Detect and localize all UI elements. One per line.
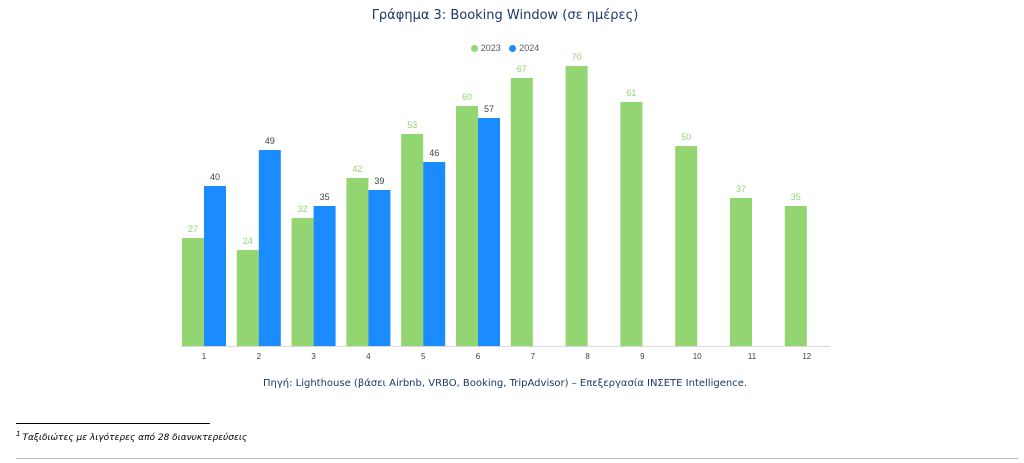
bar-2023-4 [346,178,369,346]
bar-2023-12 [784,206,807,346]
bar-2023-11 [730,198,752,346]
data-label-2023-12: 35 [791,192,801,202]
bar-2023-2 [236,250,259,346]
data-label-2023-3: 32 [298,204,308,214]
x-tick-label-12: 12 [802,352,811,361]
data-label-2024-2: 49 [265,136,275,146]
data-label-2023-6: 60 [462,92,472,102]
data-label-2023-7: 67 [517,64,527,74]
bar-2024-5 [423,162,446,346]
footnote-divider [16,423,210,424]
bar-2024-4 [368,190,391,346]
x-tick-label-7: 7 [531,352,536,361]
legend-label-2023: 2023 [480,43,501,53]
chart-legend: 2023 2024 [0,43,1010,53]
bar-2023-1 [182,238,204,346]
x-tick-label-1: 1 [202,352,207,361]
bar-2024-6 [478,118,500,346]
bar-2024-1 [204,186,226,346]
x-tick-label-3: 3 [311,352,316,361]
data-label-2023-8: 70 [572,52,582,62]
data-label-2023-5: 53 [407,120,417,130]
bar-2023-5 [401,134,424,346]
data-label-2023-2: 24 [243,236,253,246]
data-label-2024-6: 57 [484,104,494,114]
bar-2023-9 [620,102,643,346]
footnote-text: Ταξιδιώτες με λιγότερες από 28 διανυκτερ… [22,433,248,443]
legend-swatch-2023 [470,45,478,52]
x-tick-label-2: 2 [257,352,262,361]
x-tick-label-9: 9 [640,352,645,361]
footnote: 1 Ταξιδιώτες με λιγότερες από 28 διανυκτε… [16,430,247,443]
data-label-2023-4: 42 [352,164,362,174]
bar-2024-2 [258,150,281,346]
legend-swatch-2024 [509,45,517,52]
bar-2023-7 [510,78,533,346]
data-label-2023-1: 27 [188,224,198,234]
page-bottom-divider [16,458,1018,459]
data-label-2023-9: 61 [626,88,636,98]
bar-2024-3 [313,206,336,346]
bar-chart: 27 40 1 24 49 2 32 35 3 42 39 4 53 46 5 60 57 6 67 7 70 8 61 9 5… [180,52,831,361]
x-tick-label-4: 4 [366,352,371,361]
chart-title: Γράφημα 3: Booking Window (σε ημέρες) [371,8,639,23]
footnote-marker: 1 [16,430,21,438]
source-note: Πηγή: Lighthouse (βάσει Airbnb, VRBO, Bo… [262,378,748,389]
data-label-2024-5: 46 [429,148,439,158]
bar-2023-6 [456,106,478,346]
x-tick-label-10: 10 [693,352,702,361]
data-label-2023-10: 50 [681,132,691,142]
x-tick-label-11: 11 [748,352,757,361]
x-tick-label-8: 8 [585,352,590,361]
legend-label-2024: 2024 [519,43,540,53]
data-label-2024-1: 40 [210,172,220,182]
data-label-2024-3: 35 [320,192,330,202]
x-tick-label-6: 6 [476,352,481,361]
bar-2023-3 [291,218,314,346]
data-label-2023-11: 37 [736,184,746,194]
x-tick-label-5: 5 [421,352,426,361]
data-label-2024-4: 39 [374,176,384,186]
bar-2023-10 [675,146,698,346]
bar-2023-8 [565,66,588,346]
legend-item-2024[interactable]: 2024 [509,43,539,53]
legend-item-2023[interactable]: 2023 [470,43,501,53]
